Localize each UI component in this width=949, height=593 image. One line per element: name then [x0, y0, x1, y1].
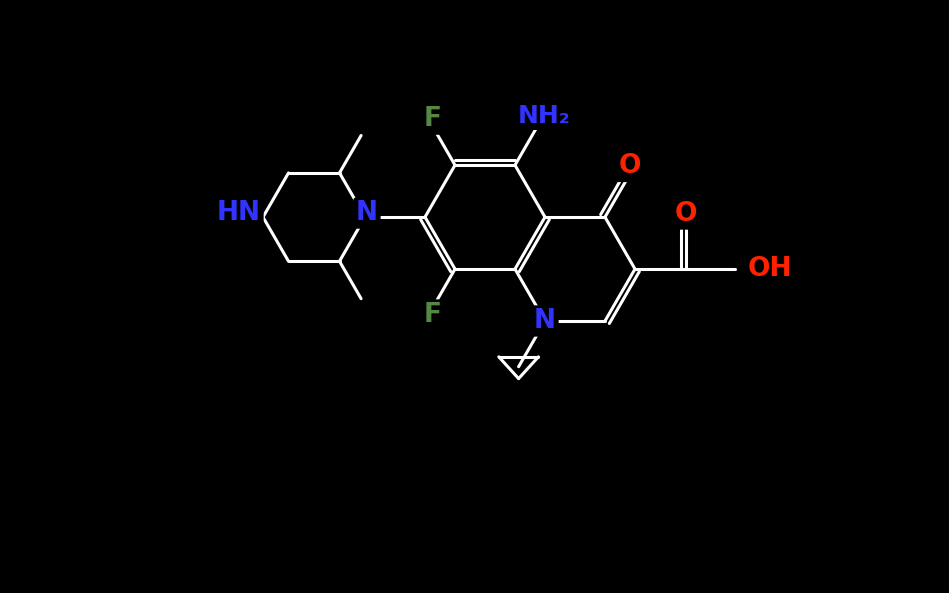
Text: O: O: [619, 154, 641, 180]
Text: NH₂: NH₂: [518, 104, 571, 127]
Text: OH: OH: [747, 256, 791, 282]
Text: HN: HN: [217, 200, 261, 226]
Text: O: O: [675, 201, 698, 227]
Text: F: F: [423, 302, 441, 328]
Text: F: F: [423, 106, 441, 132]
Text: N: N: [356, 200, 378, 226]
Text: N: N: [534, 308, 556, 334]
